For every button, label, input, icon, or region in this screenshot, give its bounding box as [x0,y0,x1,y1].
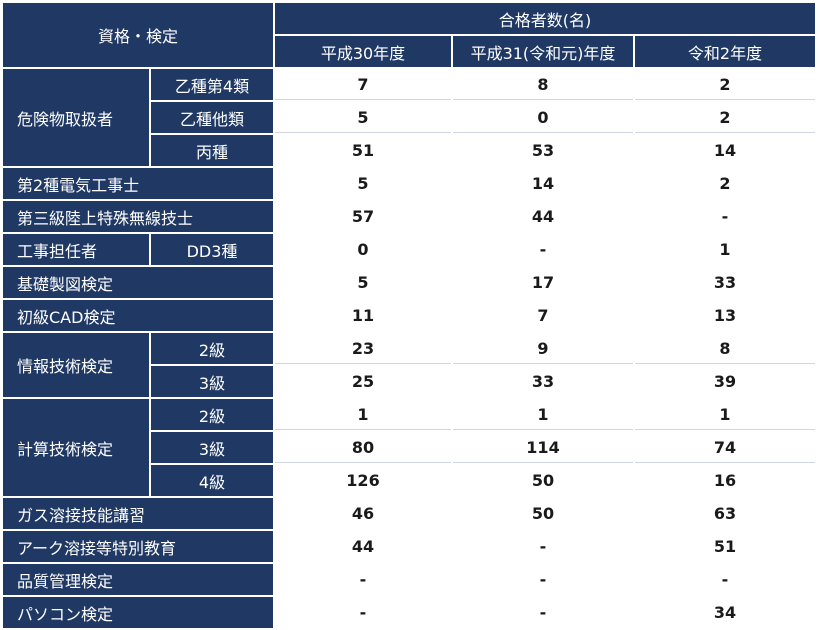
pass-count-cell: 34 [635,597,815,628]
table-row: 4級 126 50 16 [3,465,815,496]
pass-count-cell: 5 [275,168,451,199]
table-row: 計算技術検定 2級 1 1 1 [3,399,815,496]
pass-count-cell: 114 [453,432,633,463]
header-row-years: 平成30年度 平成31(令和元)年度 令和2年度 [3,36,815,67]
pass-count-cell: 33 [635,267,815,298]
header-year-h30: 平成30年度 [275,36,451,67]
qualification-name: 計算技術検定 [3,399,149,496]
table-row: 3級 80 114 74 [3,432,815,463]
qualification-name: 品質管理検定 [3,564,273,595]
qualification-name: アーク溶接等特別教育 [3,531,273,562]
pass-count-cell: 0 [453,102,633,133]
pass-count-cell: 1 [635,399,815,430]
pass-count-cell: - [635,564,815,595]
pass-count-cell: 2 [635,69,815,100]
header-year-r2: 令和2年度 [635,36,815,67]
qualification-grade: 2級 [151,333,273,364]
table-row: 危険物取扱者 乙種第4類 7 8 2 [3,69,815,166]
table-row: 基礎製図検定 5 17 33 [3,267,815,298]
qualification-grade: 乙種第4類 [151,69,273,100]
qualification-grade: 2級 [151,399,273,430]
header-row-top: 資格・検定 合格者数(名) [3,3,815,67]
pass-count-cell: 11 [275,300,451,331]
pass-count-cell: 14 [453,168,633,199]
qualification-name: 初級CAD検定 [3,300,273,331]
pass-count-cell: - [275,597,451,628]
pass-count-cell: 5 [275,267,451,298]
results-body: 危険物取扱者 乙種第4類 7 8 2 乙種他類 5 0 2 丙種 51 53 14 第2種電気工事士 5 14… [3,69,815,628]
pass-count-cell: 8 [635,333,815,364]
pass-count-cell: 8 [453,69,633,100]
table-row: 工事担任者 DD3種 0-1 [3,234,815,265]
pass-count-cell: 2 [635,102,815,133]
pass-count-cell: - [275,564,451,595]
header-count-group: 合格者数(名) [275,3,815,34]
qualification-grade: DD3種 [151,234,273,265]
pass-count-cell: 44 [453,201,633,232]
pass-count-cell: 80 [275,432,451,463]
pass-count-cell: - [453,234,633,265]
qualification-name: ガス溶接技能講習 [3,498,273,529]
pass-count-cell: 7 [275,69,451,100]
table-row: ガス溶接技能講習 46 50 63 [3,498,815,529]
qualification-name: 情報技術検定 [3,333,149,397]
pass-count-cell: 39 [635,366,815,397]
pass-count-cell: 5 [275,102,451,133]
table-row: 丙種 51 53 14 [3,135,815,166]
pass-count-cell: 1 [275,399,451,430]
pass-count-cell: 51 [275,135,451,166]
qualification-name: 第三級陸上特殊無線技士 [3,201,273,232]
pass-count-cell: 74 [635,432,815,463]
pass-count-cell: 23 [275,333,451,364]
qualification-grade: 4級 [151,465,273,496]
pass-count-cell: 33 [453,366,633,397]
pass-count-cell: 50 [453,498,633,529]
pass-count-cell: 2 [635,168,815,199]
table-row: 3級 25 33 39 [3,366,815,397]
pass-count-cell: 46 [275,498,451,529]
pass-count-cell: - [635,201,815,232]
pass-count-cell: 126 [275,465,451,496]
qualification-grade: 乙種他類 [151,102,273,133]
pass-count-cell: 51 [635,531,815,562]
pass-count-cell: 0 [275,234,451,265]
pass-count-cell: 63 [635,498,815,529]
qualification-grade: 丙種 [151,135,273,166]
pass-count-cell: 57 [275,201,451,232]
header-year-h31: 平成31(令和元)年度 [453,36,633,67]
pass-count-cell: - [453,531,633,562]
table-row: 乙種他類 5 0 2 [3,102,815,133]
qualification-name: 工事担任者 [3,234,149,265]
table-row: 第三級陸上特殊無線技士 57 44- [3,201,815,232]
pass-count-cell: 9 [453,333,633,364]
qualification-name: 基礎製図検定 [3,267,273,298]
table-row: パソコン検定 - -34 [3,597,815,628]
pass-count-cell: 50 [453,465,633,496]
pass-count-cell: 14 [635,135,815,166]
table-row: アーク溶接等特別教育 44-51 [3,531,815,562]
pass-count-cell: 7 [453,300,633,331]
qualification-name: 危険物取扱者 [3,69,149,166]
table-row: 第2種電気工事士 5 14 2 [3,168,815,199]
table-row: 初級CAD検定 11 7 13 [3,300,815,331]
header-category: 資格・検定 [3,3,273,67]
pass-count-cell: 1 [635,234,815,265]
qualification-name: パソコン検定 [3,597,273,628]
pass-count-cell: 16 [635,465,815,496]
pass-count-cell: 25 [275,366,451,397]
pass-count-cell: 44 [275,531,451,562]
pass-count-cell: 1 [453,399,633,430]
table-row: 情報技術検定 2級 23 9 8 [3,333,815,397]
qualification-grade: 3級 [151,432,273,463]
pass-count-cell: 13 [635,300,815,331]
table-row: 品質管理検定 - - - [3,564,815,595]
pass-count-cell: 53 [453,135,633,166]
qualification-name: 第2種電気工事士 [3,168,273,199]
qualification-grade: 3級 [151,366,273,397]
pass-count-cell: - [453,597,633,628]
pass-count-cell: 17 [453,267,633,298]
pass-count-cell: - [453,564,633,595]
